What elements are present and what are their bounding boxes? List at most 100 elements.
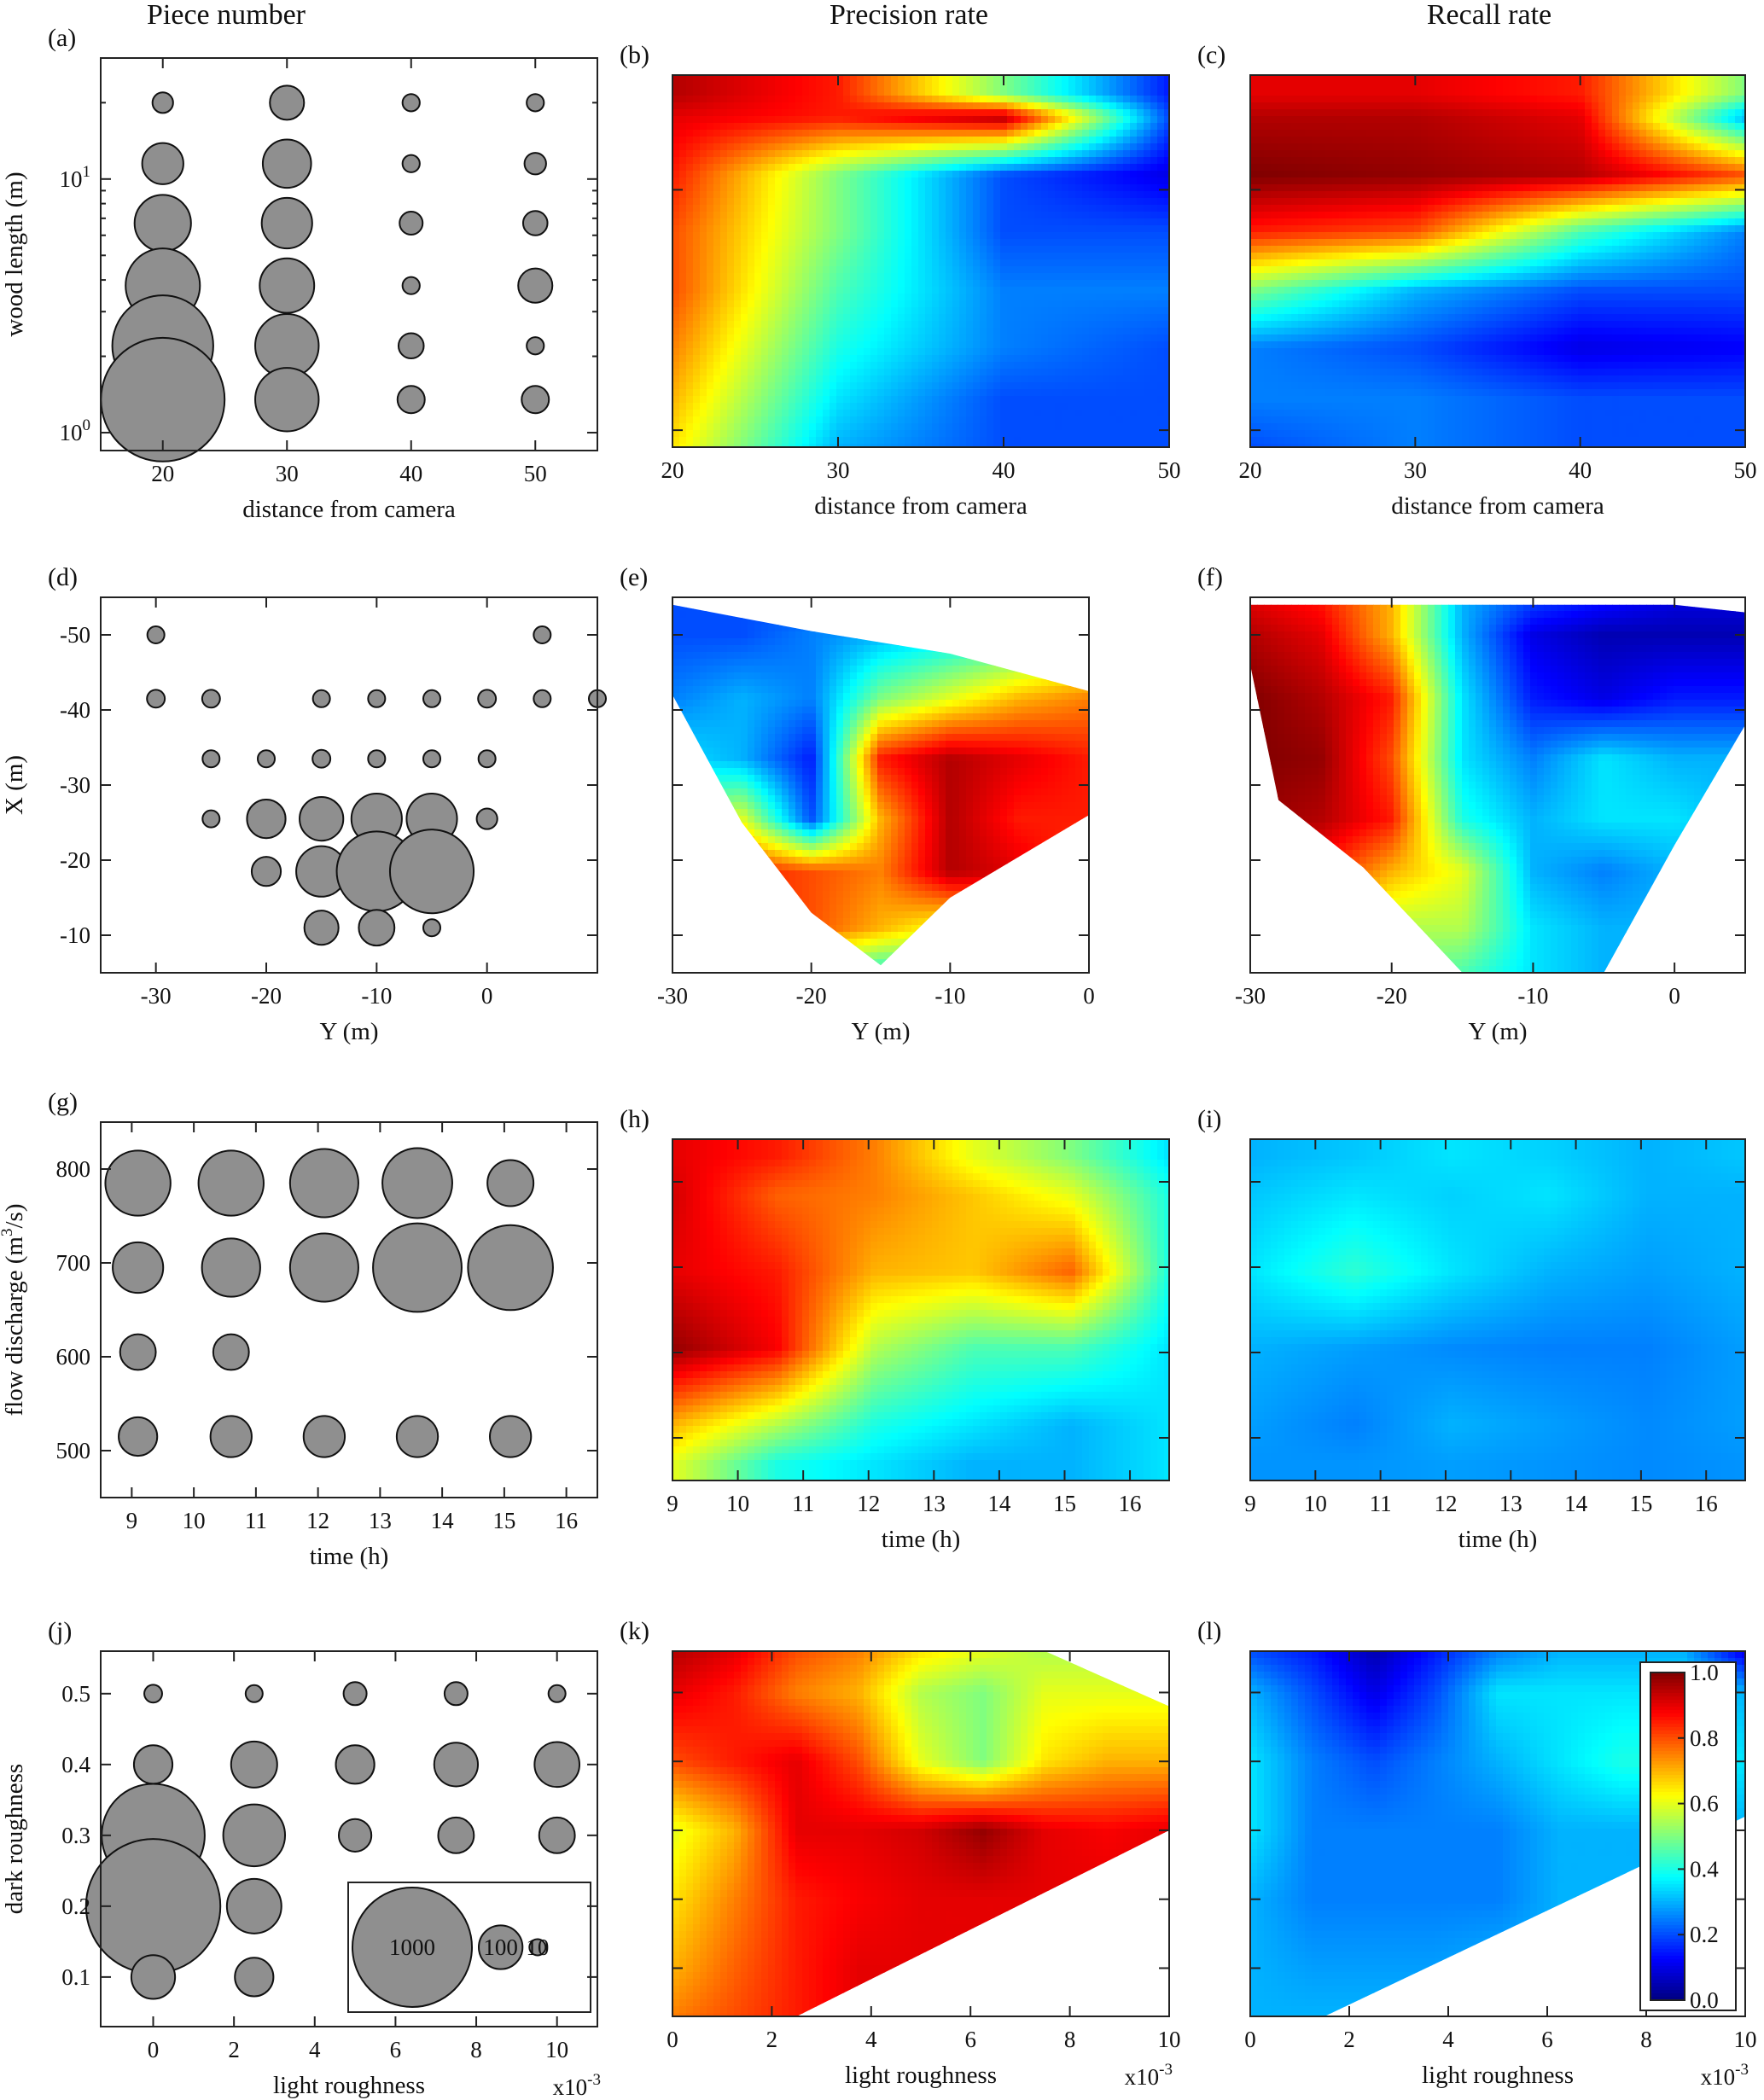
heatmap-cell bbox=[857, 416, 865, 424]
heatmap-cell bbox=[1096, 444, 1103, 447]
heatmap-cell bbox=[741, 375, 748, 383]
heatmap-cell bbox=[959, 205, 967, 212]
heatmap-cell bbox=[1264, 294, 1272, 301]
heatmap-cell bbox=[864, 253, 871, 260]
heatmap-cell bbox=[720, 246, 728, 253]
heatmap-cell bbox=[911, 355, 919, 363]
heatmap-cell bbox=[1123, 253, 1131, 260]
heatmap-cell bbox=[830, 273, 837, 281]
heatmap-cell bbox=[1048, 102, 1056, 110]
heatmap-cell bbox=[1291, 328, 1299, 335]
heatmap-cell bbox=[700, 423, 707, 431]
heatmap-cell bbox=[939, 382, 946, 390]
heatmap-cell bbox=[789, 253, 796, 260]
heatmap-cell bbox=[1089, 430, 1097, 438]
heatmap-cell bbox=[898, 430, 905, 438]
heatmap-cell bbox=[823, 150, 830, 158]
heatmap-cell bbox=[1048, 280, 1056, 288]
heatmap-cell bbox=[1150, 102, 1158, 110]
heatmap-cell bbox=[748, 321, 755, 329]
heatmap-cell bbox=[850, 362, 858, 369]
heatmap-cell bbox=[884, 164, 892, 172]
heatmap-cell bbox=[1116, 102, 1124, 110]
heatmap-cell bbox=[741, 259, 748, 267]
heatmap-cell bbox=[1278, 157, 1285, 165]
heatmap-cell bbox=[1116, 328, 1124, 335]
heatmap-cell bbox=[672, 430, 680, 438]
heatmap-cell bbox=[809, 341, 817, 349]
heatmap-cell bbox=[1096, 225, 1103, 233]
heatmap-cell bbox=[1353, 362, 1360, 369]
heatmap-cell bbox=[1062, 75, 1069, 83]
heatmap-cell bbox=[734, 116, 742, 124]
heatmap-cell bbox=[686, 82, 694, 90]
heatmap-cell bbox=[918, 109, 926, 117]
heatmap-cell bbox=[836, 266, 844, 274]
heatmap-cell bbox=[707, 253, 714, 260]
heatmap-cell bbox=[1305, 150, 1313, 158]
heatmap-cell bbox=[870, 266, 878, 274]
heatmap-cell bbox=[1103, 109, 1110, 117]
heatmap-cell bbox=[1068, 171, 1076, 178]
heatmap-cell bbox=[679, 150, 687, 158]
heatmap-cell bbox=[1014, 218, 1022, 226]
heatmap-cell bbox=[1257, 225, 1265, 233]
heatmap-cell bbox=[1284, 382, 1292, 390]
heatmap-cell bbox=[1068, 89, 1076, 96]
heatmap-cell bbox=[1257, 410, 1265, 417]
heatmap-cell bbox=[857, 396, 865, 404]
heatmap-cell bbox=[1319, 225, 1326, 233]
heatmap-cell bbox=[1284, 164, 1292, 172]
heatmap-cell bbox=[830, 253, 837, 260]
heatmap-cell bbox=[1034, 75, 1042, 83]
heatmap-cell bbox=[1312, 177, 1319, 185]
heatmap-cell bbox=[1096, 212, 1103, 219]
heatmap-cell bbox=[1082, 314, 1090, 322]
heatmap-cell bbox=[1264, 362, 1272, 369]
heatmap-cell bbox=[1116, 375, 1124, 383]
heatmap-cell bbox=[1150, 164, 1158, 172]
heatmap-cell bbox=[850, 171, 858, 178]
heatmap-cell bbox=[830, 150, 837, 158]
heatmap-cell bbox=[1353, 75, 1360, 83]
heatmap-cell bbox=[707, 246, 714, 253]
heatmap-cell bbox=[898, 328, 905, 335]
heatmap-cell bbox=[1075, 157, 1083, 165]
heatmap-cell bbox=[1096, 89, 1103, 96]
heatmap-cell bbox=[877, 212, 885, 219]
heatmap-cell bbox=[1291, 334, 1299, 342]
heatmap-cell bbox=[1130, 259, 1138, 267]
heatmap-cell bbox=[1312, 294, 1319, 301]
heatmap-cell bbox=[877, 205, 885, 212]
heatmap-cell bbox=[830, 444, 837, 447]
heatmap-cell bbox=[1075, 232, 1083, 240]
heatmap-cell bbox=[720, 137, 728, 144]
heatmap-cell bbox=[1130, 403, 1138, 410]
heatmap-cell bbox=[1319, 410, 1326, 417]
heatmap-cell bbox=[1089, 273, 1097, 281]
heatmap-cell bbox=[741, 212, 748, 219]
heatmap-cell bbox=[1062, 212, 1069, 219]
heatmap-cell bbox=[693, 416, 701, 424]
heatmap-cell bbox=[1359, 137, 1367, 144]
heatmap-cell bbox=[973, 314, 981, 322]
heatmap-cell bbox=[993, 96, 1001, 103]
heatmap-cell bbox=[925, 212, 933, 219]
heatmap-cell bbox=[830, 130, 837, 137]
heatmap-cell bbox=[720, 191, 728, 199]
heatmap-cell bbox=[1130, 232, 1138, 240]
heatmap-cell bbox=[1028, 273, 1035, 281]
heatmap-cell bbox=[843, 341, 851, 349]
heatmap-cell bbox=[782, 143, 789, 151]
x-tick-label: 30 bbox=[827, 457, 850, 483]
heatmap-cell bbox=[1284, 246, 1292, 253]
heatmap-cell bbox=[768, 205, 776, 212]
heatmap-cell bbox=[700, 177, 707, 185]
heatmap-cell bbox=[754, 444, 762, 447]
heatmap-cell bbox=[802, 334, 810, 342]
heatmap-cell bbox=[1021, 75, 1028, 83]
heatmap-cell bbox=[1007, 334, 1015, 342]
heatmap-cell bbox=[850, 321, 858, 329]
heatmap-cell bbox=[720, 389, 728, 397]
heatmap-cell bbox=[891, 123, 899, 131]
